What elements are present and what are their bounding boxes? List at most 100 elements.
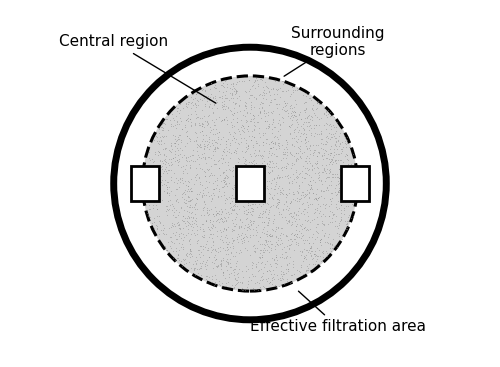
Point [303, 218, 311, 224]
Point [240, 245, 248, 251]
Point [219, 270, 227, 276]
Point [160, 120, 168, 126]
Point [282, 173, 290, 179]
Point [262, 285, 270, 291]
Point [252, 224, 260, 230]
Point [166, 142, 174, 148]
Point [290, 112, 298, 118]
Point [284, 218, 292, 224]
Point [174, 212, 182, 218]
Point [275, 174, 283, 180]
Point [270, 177, 278, 182]
Point [352, 193, 360, 199]
Point [344, 152, 351, 158]
Point [293, 117, 301, 123]
Point [264, 222, 272, 228]
Point [268, 138, 276, 143]
Point [264, 268, 272, 274]
Point [260, 110, 268, 116]
Point [174, 251, 182, 257]
Point [264, 275, 272, 281]
Point [184, 116, 192, 122]
Point [170, 192, 178, 197]
Point [318, 251, 326, 257]
Point [178, 126, 186, 132]
Point [214, 262, 222, 268]
Point [226, 90, 234, 95]
Point [272, 252, 280, 258]
Point [318, 128, 326, 134]
Point [260, 208, 268, 214]
Point [320, 233, 328, 239]
Point [152, 167, 160, 173]
Point [174, 132, 182, 138]
Point [315, 101, 323, 106]
Point [300, 127, 308, 133]
Point [219, 155, 227, 161]
Point [226, 142, 234, 148]
Point [280, 276, 287, 282]
Point [156, 173, 164, 179]
Point [294, 139, 302, 145]
Point [282, 149, 290, 155]
Point [327, 178, 335, 184]
Point [234, 231, 242, 237]
Point [211, 204, 219, 210]
Point [186, 246, 194, 252]
Point [170, 221, 178, 227]
Point [322, 187, 330, 193]
Point [282, 100, 290, 106]
Point [287, 113, 295, 119]
Point [202, 241, 210, 247]
Point [249, 112, 257, 118]
Point [272, 101, 280, 107]
Point [176, 151, 184, 157]
Point [278, 240, 286, 246]
Point [258, 261, 266, 266]
Point [326, 159, 334, 165]
Point [292, 113, 300, 119]
Point [160, 168, 168, 174]
Point [306, 143, 314, 149]
Point [238, 219, 246, 225]
Point [235, 180, 243, 186]
Point [310, 147, 318, 153]
Point [332, 213, 340, 219]
Point [222, 172, 230, 178]
Point [289, 109, 297, 115]
Point [267, 263, 275, 269]
Point [312, 234, 320, 240]
Point [188, 218, 196, 224]
Point [321, 239, 329, 245]
Point [186, 137, 194, 142]
Point [202, 277, 210, 283]
Point [260, 230, 268, 236]
Point [261, 130, 269, 136]
Point [231, 147, 239, 153]
Point [334, 166, 342, 171]
Point [288, 230, 296, 236]
Point [342, 193, 349, 199]
Point [272, 264, 280, 270]
Point [156, 130, 164, 136]
Point [230, 88, 238, 94]
Point [294, 129, 302, 135]
Point [192, 148, 200, 154]
Point [163, 203, 171, 209]
Point [310, 251, 318, 257]
Point [328, 209, 336, 215]
Point [177, 205, 185, 211]
Point [220, 148, 228, 153]
Point [212, 161, 220, 167]
Point [297, 116, 305, 122]
Point [343, 137, 351, 143]
Point [297, 130, 305, 136]
Point [246, 252, 254, 258]
Point [288, 84, 296, 90]
Point [200, 192, 208, 198]
Point [200, 232, 208, 237]
Point [318, 169, 326, 175]
Point [148, 179, 156, 185]
Point [271, 140, 279, 146]
Point [304, 202, 312, 208]
